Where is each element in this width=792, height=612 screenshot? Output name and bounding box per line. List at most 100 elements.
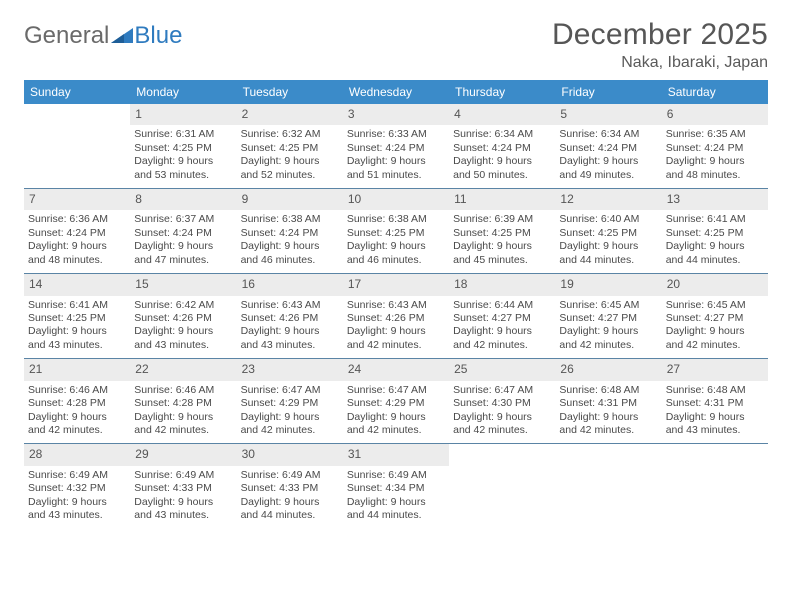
day-cell-empty — [662, 444, 768, 528]
day-cell: 8Sunrise: 6:37 AMSunset: 4:24 PMDaylight… — [130, 189, 236, 273]
day-number: 9 — [237, 189, 343, 210]
location-subtitle: Naka, Ibaraki, Japan — [552, 54, 768, 72]
weekday-header-row: SundayMondayTuesdayWednesdayThursdayFrid… — [24, 80, 768, 104]
day-number: 6 — [662, 104, 768, 125]
sunset-line: Sunset: 4:25 PM — [559, 227, 657, 240]
sunrise-line: Sunrise: 6:45 AM — [559, 299, 657, 312]
daylight-line: Daylight: 9 hours and 42 minutes. — [453, 325, 551, 352]
sunset-line: Sunset: 4:29 PM — [241, 397, 339, 410]
day-cell: 6Sunrise: 6:35 AMSunset: 4:24 PMDaylight… — [662, 104, 768, 188]
daylight-line: Daylight: 9 hours and 48 minutes. — [666, 155, 764, 182]
day-cell: 5 Sunrise: 6:34 AMSunset: 4:24 PMDaylight… — [555, 104, 661, 188]
daylight-line: Daylight: 9 hours and 49 minutes. — [559, 155, 657, 182]
weekday-header: Thursday — [449, 80, 555, 104]
sunset-line: Sunset: 4:25 PM — [453, 227, 551, 240]
sunrise-line: Sunrise: 6:34 AM — [559, 128, 657, 141]
sunrise-line: Sunrise: 6:45 AM — [666, 299, 764, 312]
day-number: 5 — [555, 104, 661, 125]
daylight-line: Daylight: 9 hours and 42 minutes. — [28, 411, 126, 438]
weekday-header: Sunday — [24, 80, 130, 104]
sunrise-line: Sunrise: 6:46 AM — [134, 384, 232, 397]
day-cell: 7Sunrise: 6:36 AMSunset: 4:24 PMDaylight… — [24, 189, 130, 273]
day-cell-empty — [555, 444, 661, 528]
sunset-line: Sunset: 4:30 PM — [453, 397, 551, 410]
sunset-line: Sunset: 4:31 PM — [559, 397, 657, 410]
sunrise-line: Sunrise: 6:49 AM — [347, 469, 445, 482]
sunset-line: Sunset: 4:33 PM — [241, 482, 339, 495]
day-number: 23 — [237, 359, 343, 380]
sunset-line: Sunset: 4:25 PM — [134, 142, 232, 155]
day-number: 3 — [343, 104, 449, 125]
daylight-line: Daylight: 9 hours and 43 minutes. — [241, 325, 339, 352]
sunset-line: Sunset: 4:24 PM — [559, 142, 657, 155]
weekday-header: Wednesday — [343, 80, 449, 104]
sunset-line: Sunset: 4:26 PM — [347, 312, 445, 325]
sunset-line: Sunset: 4:29 PM — [347, 397, 445, 410]
sunset-line: Sunset: 4:34 PM — [347, 482, 445, 495]
day-cell: 29Sunrise: 6:49 AMSunset: 4:33 PMDayligh… — [130, 444, 236, 528]
week-row: 14Sunrise: 6:41 AMSunset: 4:25 PMDayligh… — [24, 273, 768, 358]
sunrise-line: Sunrise: 6:32 AM — [241, 128, 339, 141]
day-cell: 16Sunrise: 6:43 AMSunset: 4:26 PMDayligh… — [237, 274, 343, 358]
daylight-line: Daylight: 9 hours and 50 minutes. — [453, 155, 551, 182]
daylight-line: Daylight: 9 hours and 43 minutes. — [28, 496, 126, 523]
sunset-line: Sunset: 4:25 PM — [28, 312, 126, 325]
sunset-line: Sunset: 4:26 PM — [134, 312, 232, 325]
sunrise-line: Sunrise: 6:47 AM — [241, 384, 339, 397]
daylight-line: Daylight: 9 hours and 43 minutes. — [28, 325, 126, 352]
page-title: December 2025 — [552, 18, 768, 52]
day-cell: 23Sunrise: 6:47 AMSunset: 4:29 PMDayligh… — [237, 359, 343, 443]
day-cell: 18Sunrise: 6:44 AMSunset: 4:27 PMDayligh… — [449, 274, 555, 358]
day-cell: 1Sunrise: 6:31 AMSunset: 4:25 PMDaylight… — [130, 104, 236, 188]
day-number: 4 — [449, 104, 555, 125]
week-row: 7Sunrise: 6:36 AMSunset: 4:24 PMDaylight… — [24, 188, 768, 273]
sunset-line: Sunset: 4:28 PM — [134, 397, 232, 410]
sunrise-line: Sunrise: 6:38 AM — [241, 213, 339, 226]
sunrise-line: Sunrise: 6:36 AM — [28, 213, 126, 226]
day-number: 27 — [662, 359, 768, 380]
sunrise-line: Sunrise: 6:47 AM — [347, 384, 445, 397]
sunrise-line: Sunrise: 6:49 AM — [28, 469, 126, 482]
day-number: 11 — [449, 189, 555, 210]
daylight-line: Daylight: 9 hours and 45 minutes. — [453, 240, 551, 267]
day-number: 16 — [237, 274, 343, 295]
sunrise-line: Sunrise: 6:42 AM — [134, 299, 232, 312]
day-cell: 19Sunrise: 6:45 AMSunset: 4:27 PMDayligh… — [555, 274, 661, 358]
sunset-line: Sunset: 4:25 PM — [241, 142, 339, 155]
sunset-line: Sunset: 4:24 PM — [134, 227, 232, 240]
day-cell: 21Sunrise: 6:46 AMSunset: 4:28 PMDayligh… — [24, 359, 130, 443]
daylight-line: Daylight: 9 hours and 42 minutes. — [453, 411, 551, 438]
sunrise-line: Sunrise: 6:38 AM — [347, 213, 445, 226]
sunrise-line: Sunrise: 6:46 AM — [28, 384, 126, 397]
daylight-line: Daylight: 9 hours and 43 minutes. — [134, 325, 232, 352]
day-number: 30 — [237, 444, 343, 465]
sunset-line: Sunset: 4:27 PM — [666, 312, 764, 325]
weekday-header: Tuesday — [237, 80, 343, 104]
sunset-line: Sunset: 4:28 PM — [28, 397, 126, 410]
daylight-line: Daylight: 9 hours and 48 minutes. — [28, 240, 126, 267]
daylight-line: Daylight: 9 hours and 43 minutes. — [134, 496, 232, 523]
sunrise-line: Sunrise: 6:41 AM — [666, 213, 764, 226]
calendar: SundayMondayTuesdayWednesdayThursdayFrid… — [24, 80, 768, 529]
day-cell: 14Sunrise: 6:41 AMSunset: 4:25 PMDayligh… — [24, 274, 130, 358]
brand-right: Blue — [134, 22, 182, 50]
sunrise-line: Sunrise: 6:49 AM — [241, 469, 339, 482]
day-cell: 11Sunrise: 6:39 AMSunset: 4:25 PMDayligh… — [449, 189, 555, 273]
day-number: 14 — [24, 274, 130, 295]
daylight-line: Daylight: 9 hours and 42 minutes. — [559, 411, 657, 438]
day-number: 26 — [555, 359, 661, 380]
brand-left: General — [24, 22, 109, 50]
daylight-line: Daylight: 9 hours and 46 minutes. — [347, 240, 445, 267]
sunrise-line: Sunrise: 6:33 AM — [347, 128, 445, 141]
day-number: 29 — [130, 444, 236, 465]
day-number: 1 — [130, 104, 236, 125]
sunrise-line: Sunrise: 6:47 AM — [453, 384, 551, 397]
day-cell: 10Sunrise: 6:38 AMSunset: 4:25 PMDayligh… — [343, 189, 449, 273]
weeks-container: 1Sunrise: 6:31 AMSunset: 4:25 PMDaylight… — [24, 104, 768, 529]
daylight-line: Daylight: 9 hours and 46 minutes. — [241, 240, 339, 267]
day-cell: 31Sunrise: 6:49 AMSunset: 4:34 PMDayligh… — [343, 444, 449, 528]
day-number: 19 — [555, 274, 661, 295]
sunrise-line: Sunrise: 6:31 AM — [134, 128, 232, 141]
sunset-line: Sunset: 4:24 PM — [347, 142, 445, 155]
sunset-line: Sunset: 4:25 PM — [347, 227, 445, 240]
